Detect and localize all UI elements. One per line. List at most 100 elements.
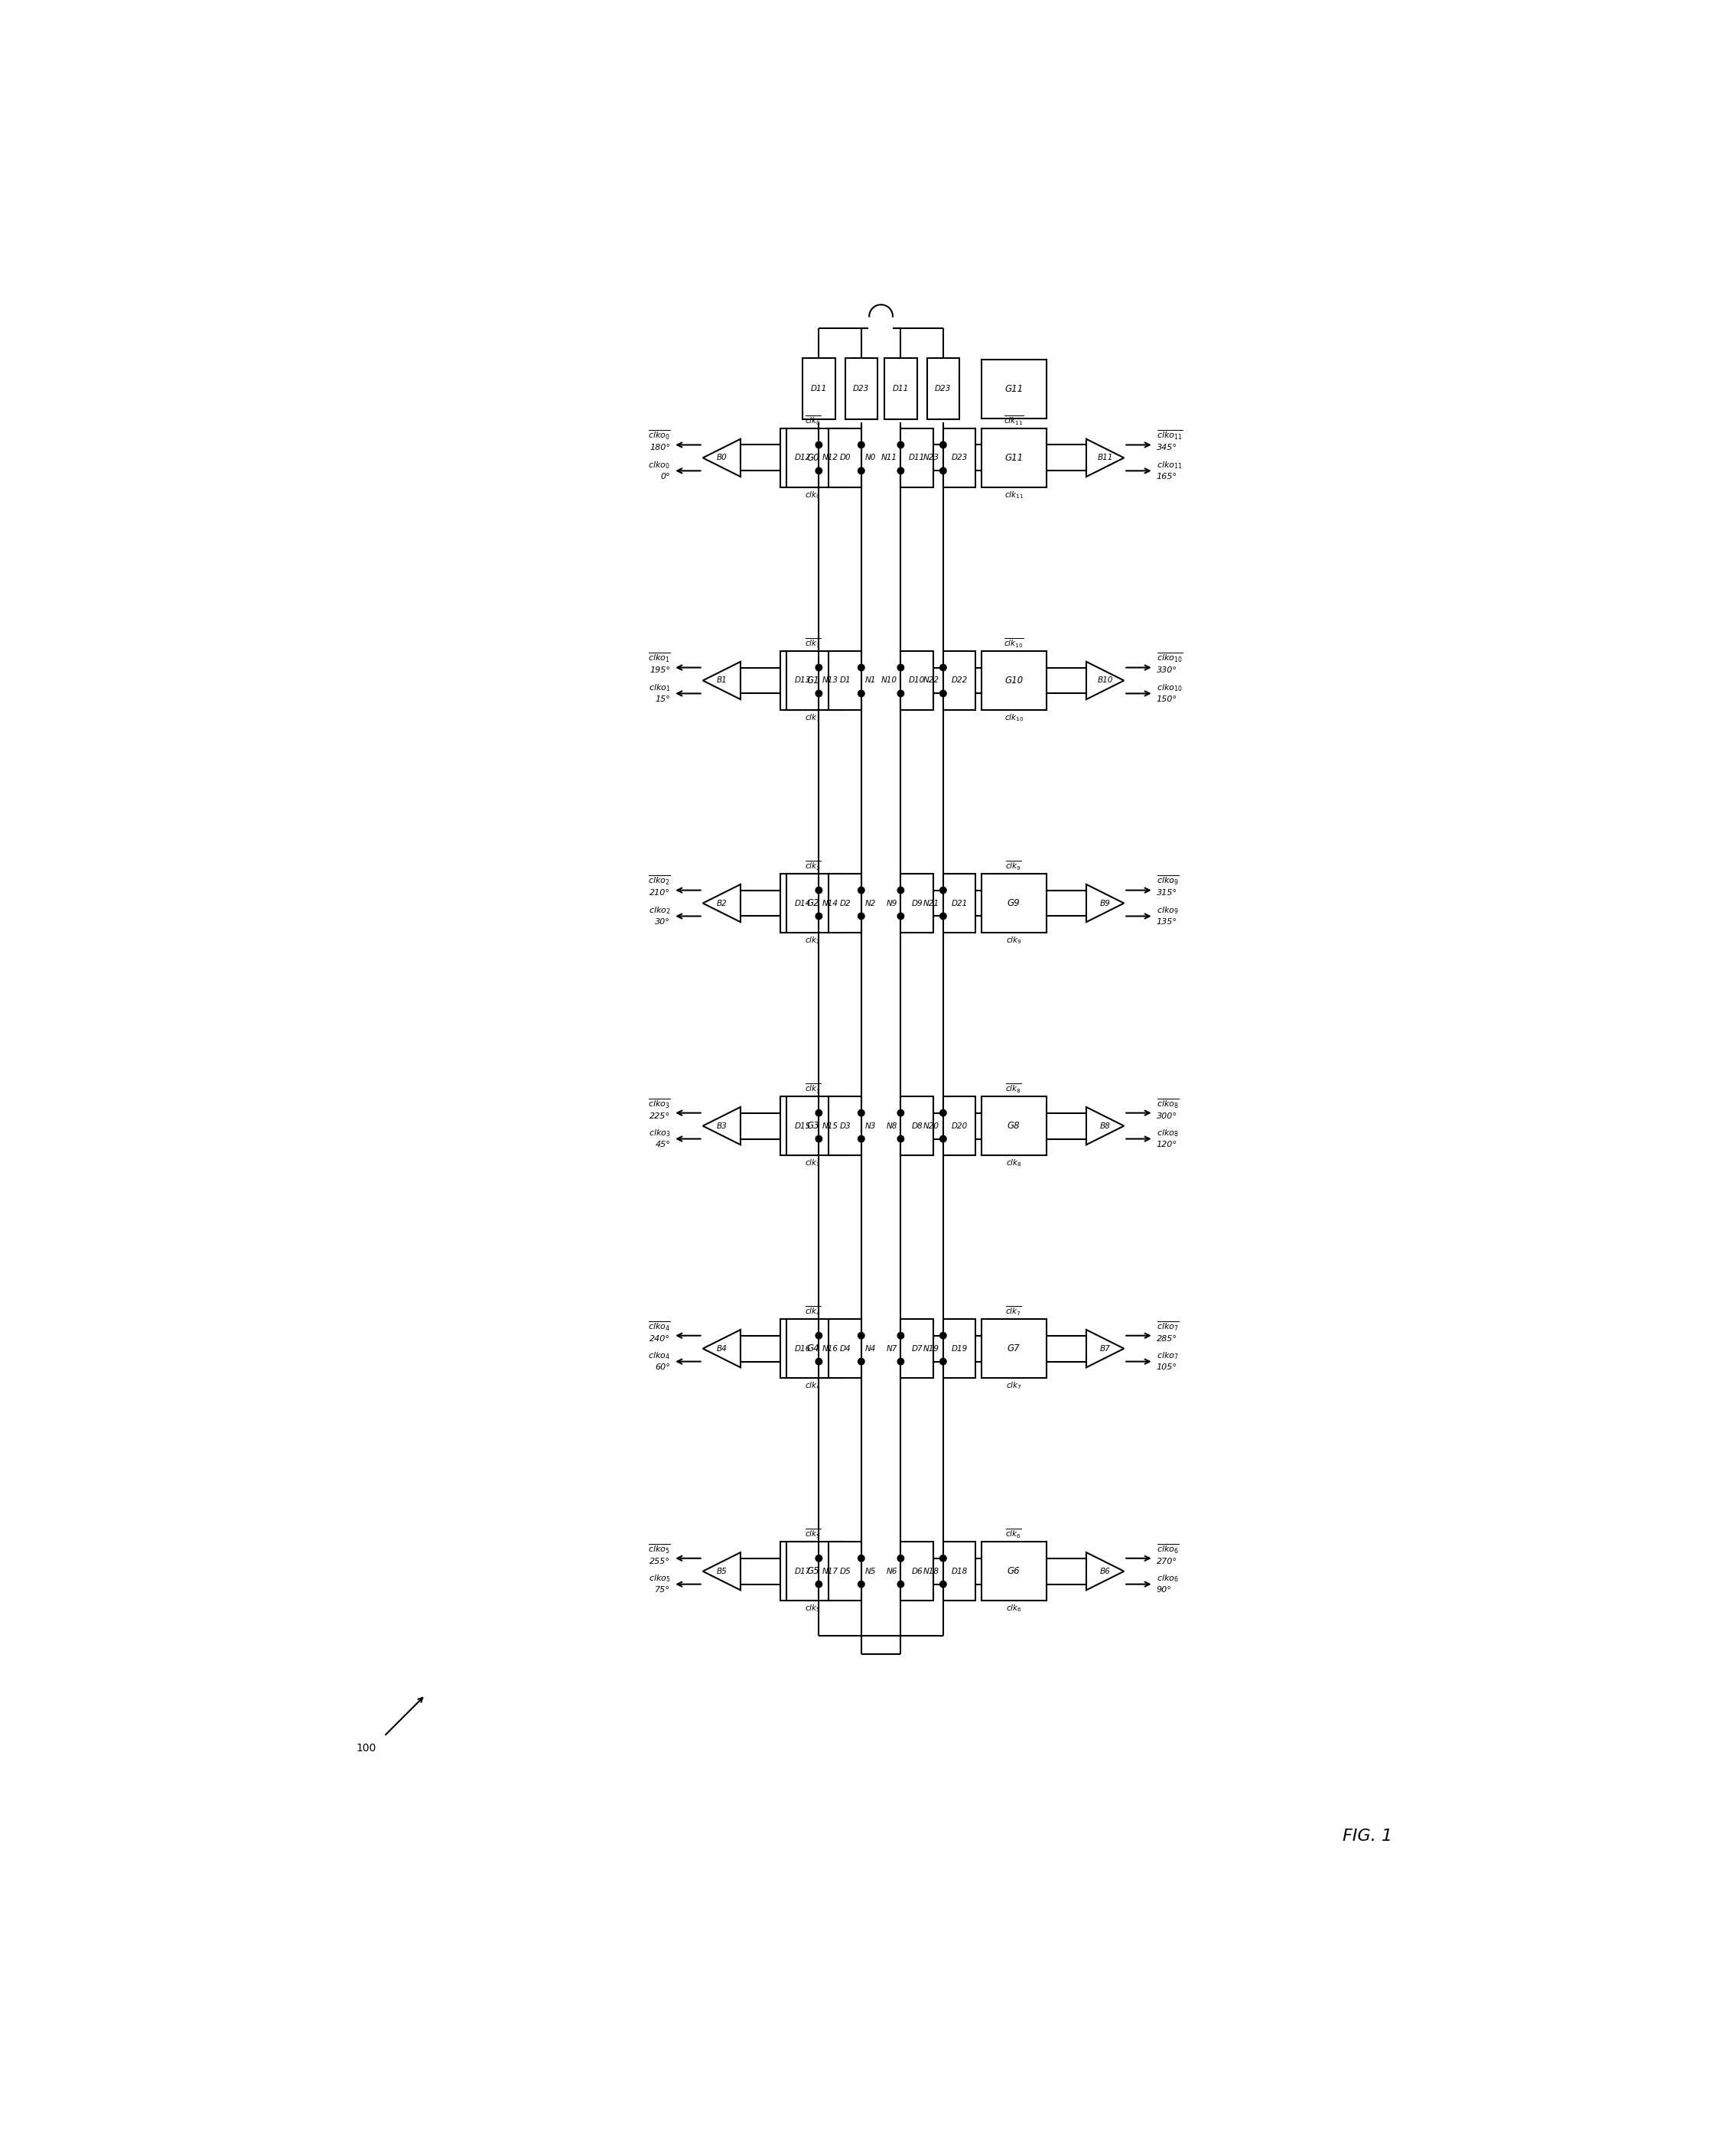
Text: D13: D13 [794, 677, 811, 683]
Text: FIG. 1: FIG. 1 [1343, 1828, 1392, 1843]
Text: $\overline{clk_{0}}$: $\overline{clk_{0}}$ [804, 414, 822, 427]
Circle shape [858, 912, 865, 918]
Text: N5: N5 [865, 1567, 875, 1576]
Bar [901, 1097, 933, 1156]
Bar [780, 873, 846, 934]
Text: G5: G5 [806, 1565, 820, 1576]
Circle shape [858, 1580, 865, 1587]
Text: N14: N14 [822, 899, 839, 908]
Text: $clk_{1}$: $clk_{1}$ [804, 711, 820, 722]
Circle shape [815, 1136, 822, 1143]
Circle shape [858, 1332, 865, 1339]
Text: D5: D5 [839, 1567, 851, 1576]
Text: G8: G8 [1007, 1121, 1019, 1132]
Circle shape [858, 664, 865, 671]
Text: N8: N8 [887, 1121, 897, 1130]
Circle shape [897, 664, 904, 671]
Text: 345°: 345° [1157, 444, 1178, 451]
Text: $clk_{8}$: $clk_{8}$ [1006, 1158, 1021, 1169]
Text: 165°: 165° [1157, 472, 1178, 481]
Text: 240°: 240° [650, 1335, 670, 1343]
Text: D3: D3 [839, 1121, 851, 1130]
Circle shape [897, 1358, 904, 1365]
Text: $\overline{clko_{4}}$: $\overline{clko_{4}}$ [648, 1319, 670, 1332]
Text: B6: B6 [1100, 1567, 1110, 1576]
Circle shape [858, 468, 865, 474]
Circle shape [940, 468, 947, 474]
Text: 30°: 30° [655, 918, 670, 925]
Text: $clko_{10}$: $clko_{10}$ [1157, 681, 1183, 692]
Text: N23: N23 [923, 455, 940, 461]
Text: B8: B8 [1100, 1121, 1110, 1130]
Text: 120°: 120° [1157, 1141, 1178, 1149]
Text: $\overline{clko_{0}}$: $\overline{clko_{0}}$ [648, 429, 670, 442]
Text: $clko_{2}$: $clko_{2}$ [648, 906, 670, 916]
Text: G7: G7 [1007, 1343, 1019, 1354]
Text: 90°: 90° [1157, 1587, 1172, 1593]
Text: D6: D6 [911, 1567, 923, 1576]
Polygon shape [703, 440, 741, 476]
Polygon shape [1086, 662, 1124, 699]
Text: $\overline{clk_{2}}$: $\overline{clk_{2}}$ [804, 860, 822, 873]
Polygon shape [1086, 1330, 1124, 1367]
Text: D20: D20 [951, 1121, 968, 1130]
Text: D11: D11 [892, 384, 909, 392]
Text: $clko_{7}$: $clko_{7}$ [1157, 1350, 1178, 1360]
Text: $clk_{7}$: $clk_{7}$ [1006, 1380, 1021, 1391]
Text: N15: N15 [822, 1121, 839, 1130]
Bar [829, 429, 861, 487]
Bar [944, 873, 976, 934]
Polygon shape [1086, 1106, 1124, 1145]
Circle shape [897, 1136, 904, 1143]
Text: N4: N4 [865, 1345, 875, 1352]
Bar [982, 651, 1047, 709]
Bar [829, 1542, 861, 1600]
Polygon shape [1086, 1552, 1124, 1591]
Text: $\overline{clk_{4}}$: $\overline{clk_{4}}$ [804, 1304, 822, 1317]
Text: $\overline{clko_{7}}$: $\overline{clko_{7}}$ [1157, 1319, 1179, 1332]
Text: $clko_{8}$: $clko_{8}$ [1157, 1128, 1179, 1138]
Text: 300°: 300° [1157, 1112, 1178, 1119]
Text: 225°: 225° [650, 1112, 670, 1119]
Text: 75°: 75° [655, 1587, 670, 1593]
Text: $\overline{clk_{1}}$: $\overline{clk_{1}}$ [804, 636, 822, 649]
Text: 180°: 180° [650, 444, 670, 451]
Bar [780, 429, 846, 487]
Bar [885, 358, 916, 420]
Text: $clko_{1}$: $clko_{1}$ [648, 681, 670, 692]
Bar [982, 873, 1047, 934]
Text: N22: N22 [923, 677, 940, 683]
Circle shape [940, 1136, 947, 1143]
Circle shape [940, 1580, 947, 1587]
Circle shape [897, 912, 904, 918]
Bar [780, 651, 846, 709]
Circle shape [815, 1110, 822, 1117]
Text: 285°: 285° [1157, 1335, 1178, 1343]
Text: N7: N7 [887, 1345, 897, 1352]
Text: B9: B9 [1100, 899, 1110, 908]
Text: $\overline{clk_{6}}$: $\overline{clk_{6}}$ [1006, 1529, 1023, 1542]
Polygon shape [703, 1330, 741, 1367]
Text: 15°: 15° [655, 696, 670, 703]
Text: B2: B2 [717, 899, 727, 908]
Bar [944, 651, 976, 709]
Bar [786, 651, 818, 709]
Circle shape [815, 912, 822, 918]
Bar [846, 358, 877, 420]
Polygon shape [1086, 440, 1124, 476]
Text: 135°: 135° [1157, 918, 1178, 925]
Circle shape [940, 912, 947, 918]
Text: B0: B0 [717, 455, 727, 461]
Bar [786, 1097, 818, 1156]
Text: B11: B11 [1097, 455, 1112, 461]
Circle shape [815, 1554, 822, 1561]
Bar [780, 1319, 846, 1378]
Bar [982, 429, 1047, 487]
Text: D21: D21 [951, 899, 968, 908]
Circle shape [858, 690, 865, 696]
Text: 315°: 315° [1157, 890, 1178, 897]
Bar [944, 1097, 976, 1156]
Bar [927, 358, 959, 420]
Text: $\overline{clko_{11}}$: $\overline{clko_{11}}$ [1157, 429, 1183, 442]
Text: $clko_{9}$: $clko_{9}$ [1157, 906, 1179, 916]
